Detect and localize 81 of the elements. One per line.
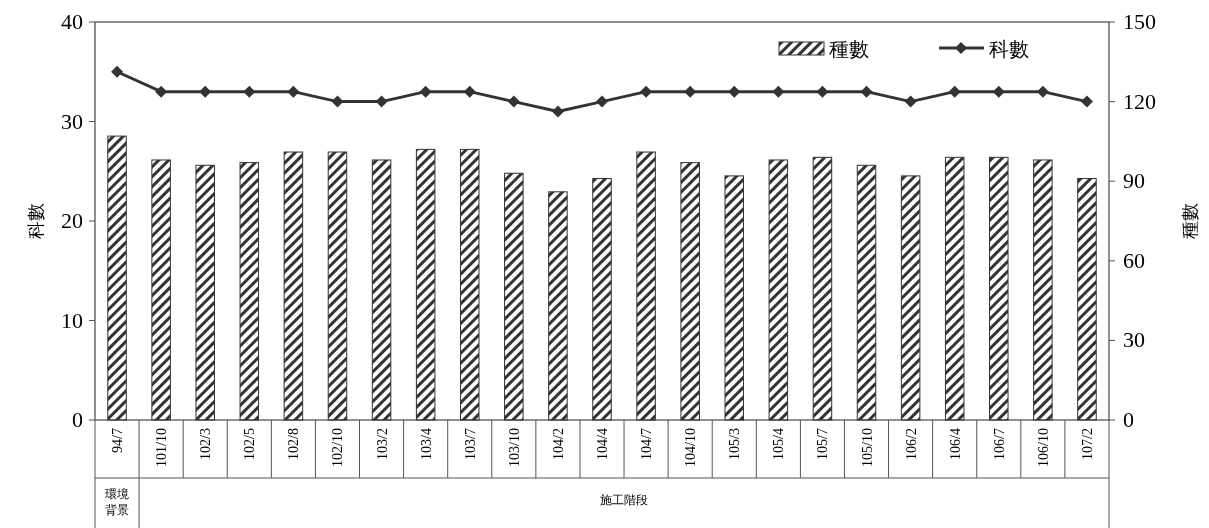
x-tick-label: 105/4 [771,428,787,460]
x-tick-label: 94/7 [110,428,126,453]
x-tick-label: 104/2 [550,428,566,460]
bar [856,164,877,421]
bar [504,172,524,421]
x-tick-label: 102/3 [198,428,214,460]
point [772,85,785,98]
y-axis-title: 科數 [26,203,46,239]
x-tick-label: 103/7 [462,428,478,460]
point [992,85,1005,98]
bar [944,156,965,421]
point [419,85,432,98]
x-tick-label: 105/3 [727,428,743,460]
x-tick-label: 103/10 [506,428,522,467]
legend-label: 種數 [829,38,869,60]
point [463,85,476,98]
point [948,85,961,98]
point [904,95,917,108]
x-tick-label: 102/8 [286,428,302,460]
x-tick-label: 106/7 [991,428,1007,460]
bar [724,175,745,421]
bar [680,162,700,421]
point [111,65,124,78]
x-tick-label: 103/2 [374,428,390,460]
text: 環境背景 [105,487,130,517]
x-tick-label: 102/10 [330,428,346,467]
x-tick-label: 104/4 [595,428,610,460]
bar [459,148,480,421]
x-tick-label: 105/10 [859,428,875,467]
y2-tick-label: 30 [1123,327,1145,353]
bar [548,191,568,421]
x-tick-label: 104/7 [639,428,655,460]
bar [812,156,833,421]
bar [1033,159,1053,421]
y2-tick-label: 60 [1123,247,1145,273]
point [243,85,256,98]
y2-tick-label: 120 [1123,88,1156,114]
bar [371,159,392,421]
point [728,85,741,98]
bar [151,159,171,421]
x-tick-label: 107/2 [1079,428,1095,460]
y-tick-label: 0 [72,407,83,432]
point [199,85,212,98]
point [596,95,608,108]
point [816,85,829,98]
x-tick-label: 102/5 [242,428,258,460]
y-tick-label: 30 [61,108,83,134]
bar [1077,178,1097,421]
bar [415,148,436,421]
bar [283,151,304,421]
point [551,105,564,118]
bar [592,178,612,421]
y-tick-label: 40 [61,9,83,34]
bar [636,151,656,421]
x-tick-label: 104/10 [683,428,699,467]
point [287,85,300,98]
y2-axis-title: 種數 [1180,203,1200,239]
x-tick-label: 106/2 [903,428,919,460]
y2-tick-label: 90 [1123,168,1145,194]
bar [327,151,348,421]
bar [768,159,789,421]
x-tick-label: 101/10 [154,428,170,467]
bar [989,156,1009,421]
y2-tick-label: 0 [1123,407,1134,432]
bar [195,164,215,421]
y2-tick-label: 150 [1123,9,1156,34]
text: 施工階段 [600,493,649,507]
point [860,85,873,98]
bar [239,162,260,421]
y-tick-label: 20 [61,208,83,233]
point [507,95,520,108]
y-tick-label: 10 [61,307,83,333]
point [684,85,697,98]
x-tick-label: 103/4 [418,428,434,460]
point [1080,95,1093,108]
x-tick-label: 105/7 [815,428,831,460]
x-tick-label: 106/4 [947,428,963,460]
bar [900,175,921,421]
bar [107,135,127,421]
x-tick-label: 106/10 [1035,428,1051,467]
legend-label: 科數 [989,38,1029,60]
